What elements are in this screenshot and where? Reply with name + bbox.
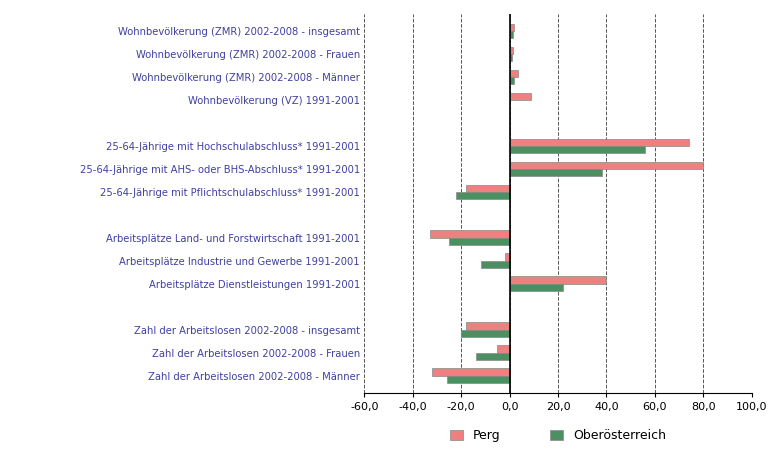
Bar: [510, 24, 515, 31]
Bar: [510, 138, 689, 146]
Bar: [510, 146, 645, 153]
Bar: [510, 161, 704, 169]
Bar: [510, 69, 518, 77]
Bar: [466, 323, 510, 330]
Bar: [498, 345, 510, 353]
Bar: [510, 284, 563, 291]
Bar: [449, 238, 510, 245]
Bar: [510, 169, 601, 176]
Bar: [510, 31, 513, 38]
Bar: [510, 77, 515, 84]
Bar: [476, 353, 510, 360]
Bar: [461, 330, 510, 337]
Bar: [510, 47, 513, 54]
Bar: [446, 376, 510, 383]
Bar: [456, 192, 510, 199]
Bar: [505, 254, 510, 261]
Bar: [510, 276, 606, 284]
Bar: [510, 54, 512, 61]
Bar: [429, 230, 510, 238]
Bar: [466, 185, 510, 192]
Bar: [480, 261, 510, 268]
Bar: [432, 368, 510, 376]
Bar: [510, 93, 532, 100]
Legend: Perg, Oberösterreich: Perg, Oberösterreich: [445, 425, 671, 447]
